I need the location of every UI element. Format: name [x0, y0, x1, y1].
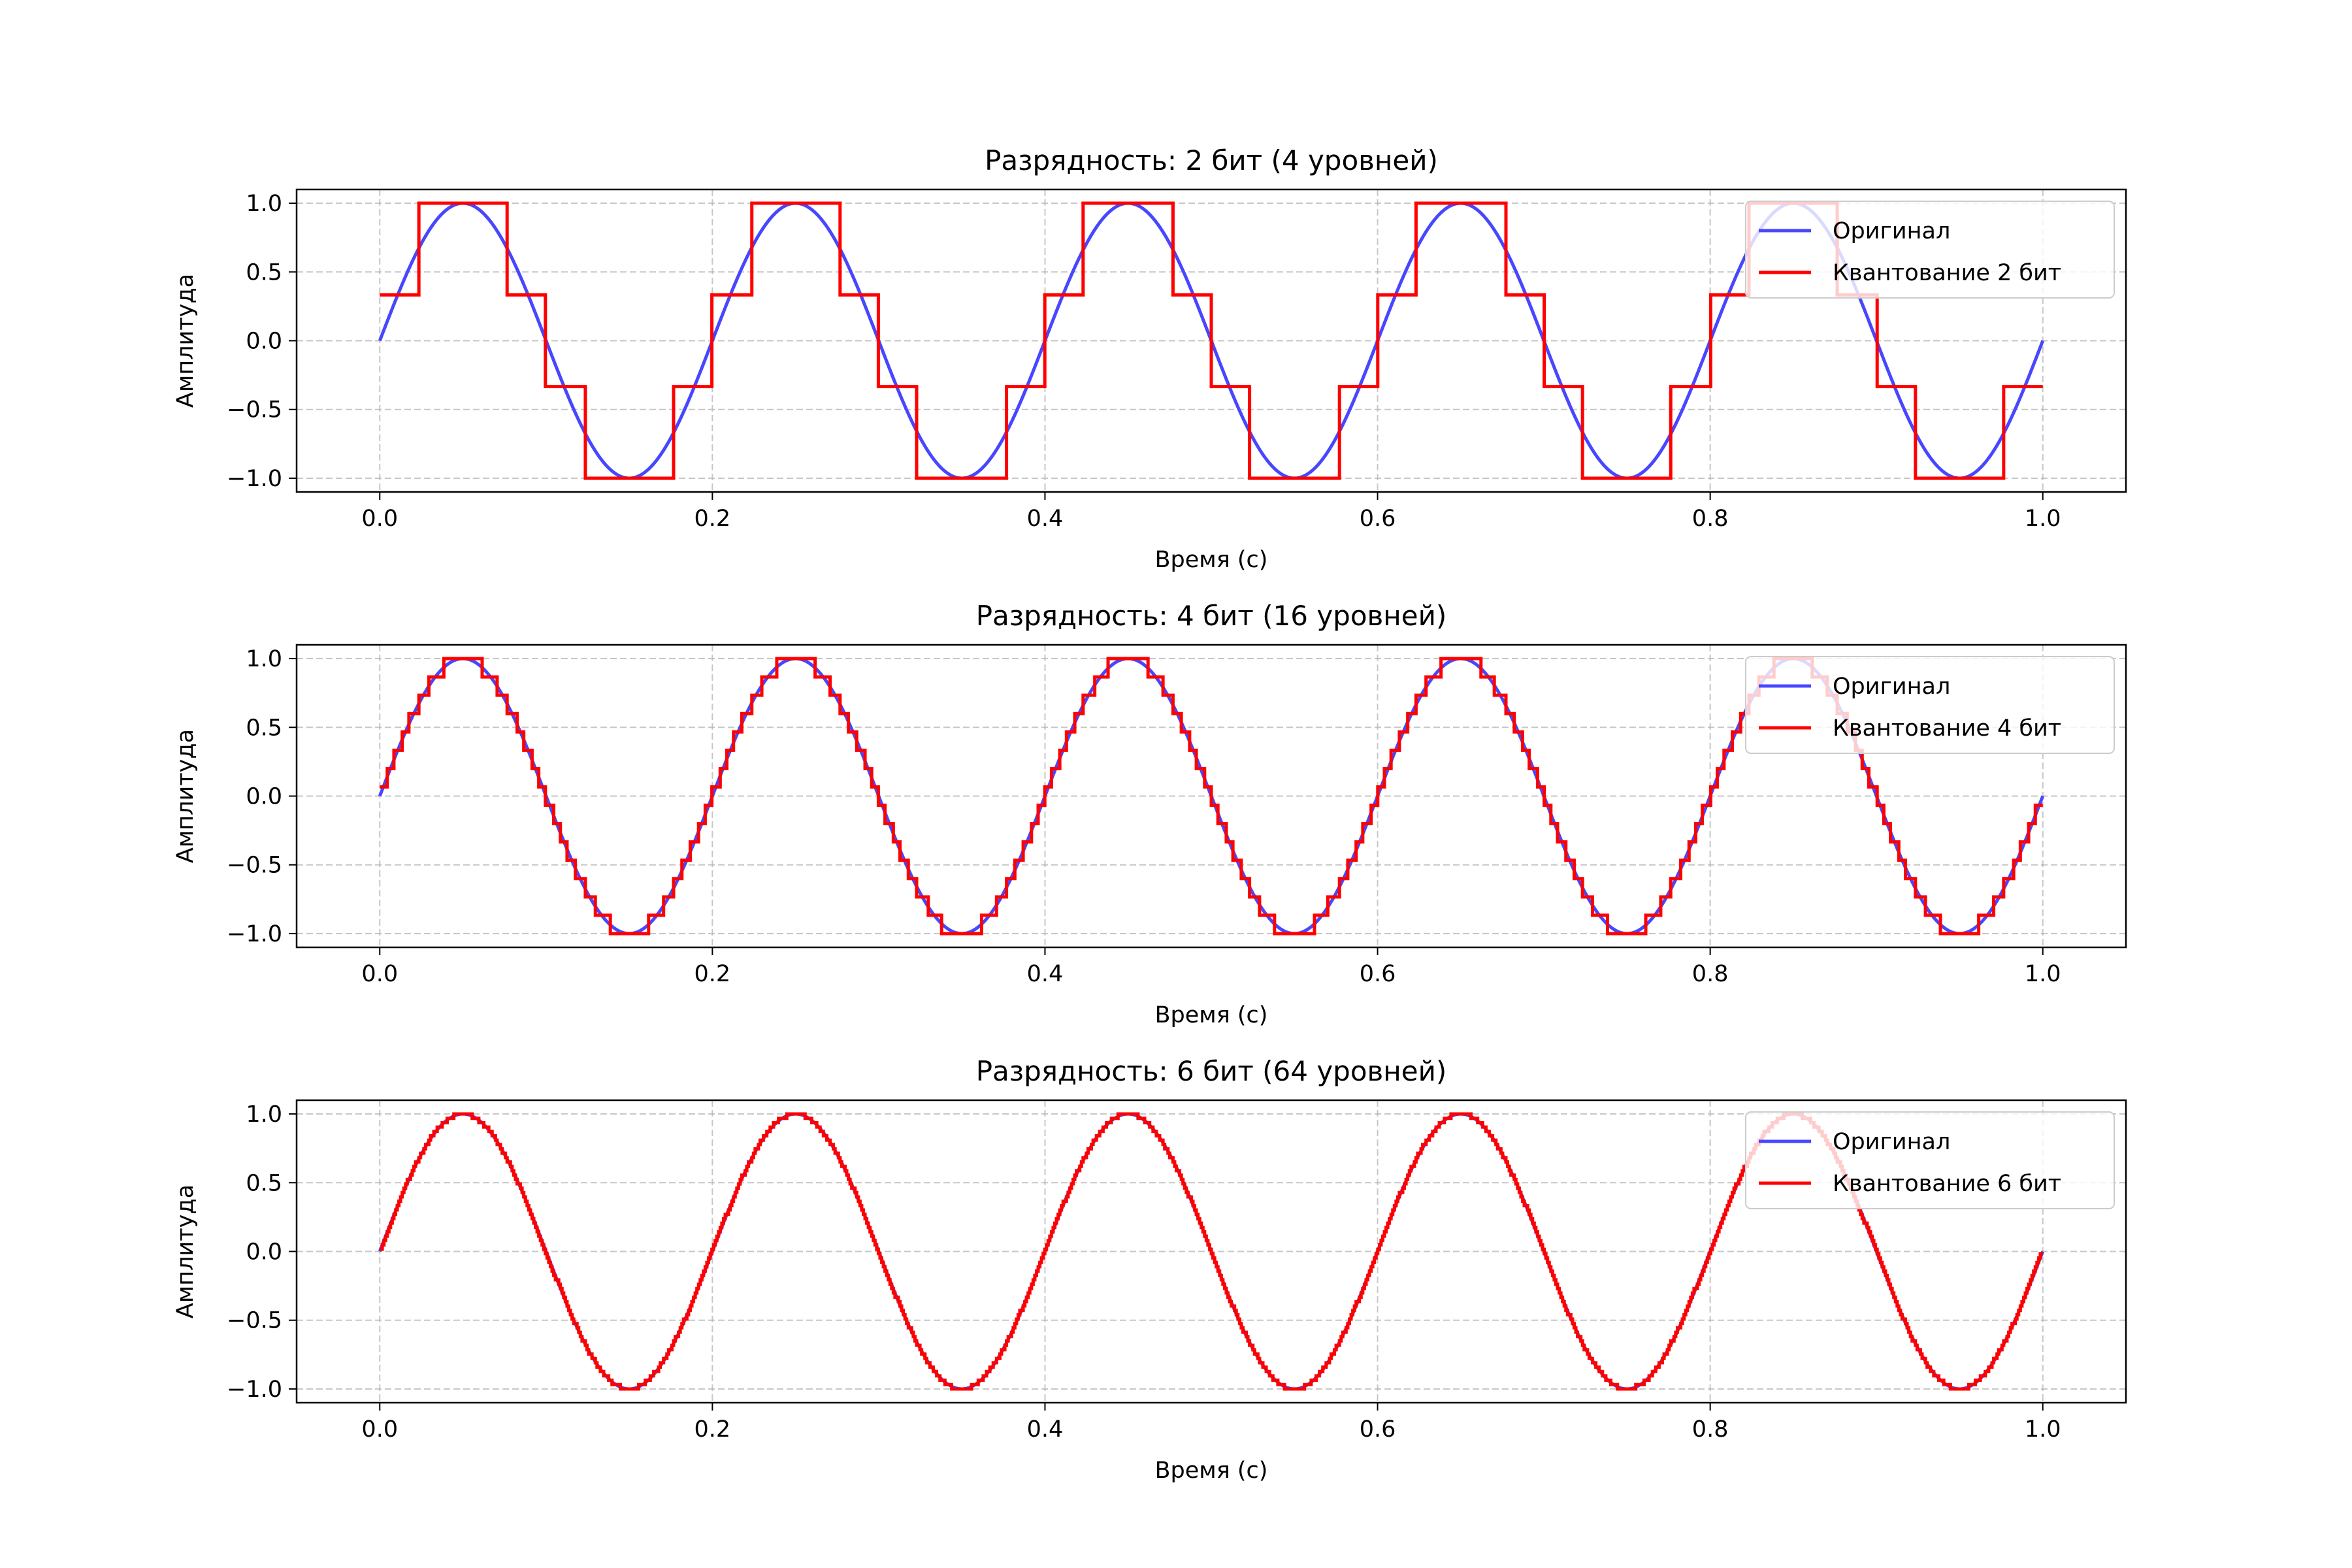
y-tick-label: −1.0 [227, 466, 282, 492]
y-tick-label: 0.0 [246, 1239, 282, 1266]
y-axis-label: Амплитуда [172, 274, 199, 408]
x-tick-label: 1.0 [2025, 961, 2061, 987]
x-tick-label: 0.2 [694, 1416, 731, 1443]
y-axis-label: Амплитуда [172, 729, 199, 863]
legend: Оригинал Квантование 6 бит [1745, 1111, 2115, 1209]
x-tick-label: 0.8 [1692, 1416, 1729, 1443]
y-axis-label: Амплитуда [172, 1184, 199, 1318]
legend-label-original: Оригинал [1833, 1129, 1950, 1155]
subplot-1: 0.0 0.2 0.4 0.6 0.8 1.0 1.0 0.5 0.0 −0.5 −1.0 Разря… [172, 144, 2127, 573]
subplot-title: Разрядность: 4 бит (16 уровней) [976, 600, 1447, 632]
x-tick-label: 1.0 [2025, 1416, 2061, 1443]
x-tick-label: 0.6 [1360, 961, 1396, 987]
legend-box [1745, 1111, 2115, 1209]
legend-label-original: Оригинал [1833, 218, 1950, 244]
y-tick-label: −1.0 [227, 1377, 282, 1403]
y-tick-label: 1.0 [246, 646, 282, 672]
legend-label-quantized: Квантование 4 бит [1833, 715, 2061, 742]
legend-label-quantized: Квантование 6 бит [1833, 1171, 2061, 1197]
legend-label-quantized: Квантование 2 бит [1833, 260, 2061, 286]
x-axis-label: Время (с) [1155, 1458, 1268, 1484]
x-tick-label: 0.2 [694, 506, 731, 532]
x-tick-label: 0.2 [694, 961, 731, 987]
x-axis-label: Время (с) [1155, 547, 1268, 573]
x-tick-label: 0.4 [1027, 506, 1064, 532]
x-tick-label: 0.8 [1692, 506, 1729, 532]
y-tick-label: 0.5 [246, 1170, 282, 1196]
y-tick-label: 0.5 [246, 715, 282, 741]
x-tick-label: 1.0 [2025, 506, 2061, 532]
legend-box [1745, 201, 2115, 299]
subplot-3: 0.0 0.2 0.4 0.6 0.8 1.0 1.0 0.5 0.0 −0.5 −1.0 Разря… [172, 1055, 2127, 1484]
y-tick-label: −0.5 [227, 1308, 282, 1334]
legend: Оригинал Квантование 2 бит [1745, 201, 2115, 299]
subplot-title: Разрядность: 2 бит (4 уровней) [985, 144, 1438, 176]
y-tick-label: 0.5 [246, 259, 282, 286]
x-tick-label: 0.6 [1360, 506, 1396, 532]
y-tick-label: 0.0 [246, 784, 282, 810]
x-tick-label: 0.4 [1027, 1416, 1064, 1443]
x-axis-label: Время (с) [1155, 1002, 1268, 1028]
x-tick-label: 0.0 [361, 506, 398, 532]
subplot-title: Разрядность: 6 бит (64 уровней) [976, 1055, 1447, 1087]
x-tick-label: 0.0 [361, 961, 398, 987]
y-tick-label: −0.5 [227, 853, 282, 879]
x-tick-label: 0.6 [1360, 1416, 1396, 1443]
y-tick-label: −0.5 [227, 397, 282, 423]
subplot-2: 0.0 0.2 0.4 0.6 0.8 1.0 1.0 0.5 0.0 −0.5 −1.0 Разря… [172, 600, 2127, 1028]
legend-box [1745, 656, 2115, 754]
y-tick-label: 0.0 [246, 329, 282, 355]
x-tick-label: 0.4 [1027, 961, 1064, 987]
legend-label-original: Оригинал [1833, 674, 1950, 700]
y-tick-label: 1.0 [246, 1102, 282, 1128]
x-tick-label: 0.0 [361, 1416, 398, 1443]
x-tick-label: 0.8 [1692, 961, 1729, 987]
y-tick-label: −1.0 [227, 921, 282, 947]
y-tick-label: 1.0 [246, 191, 282, 217]
legend: Оригинал Квантование 4 бит [1745, 656, 2115, 754]
